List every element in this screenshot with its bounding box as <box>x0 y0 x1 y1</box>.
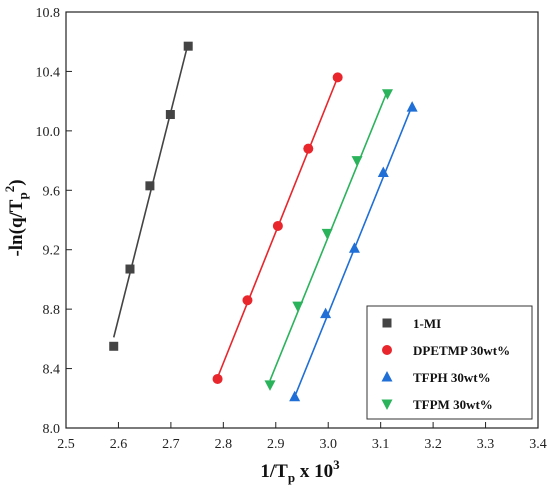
data-point <box>332 72 343 83</box>
x-tick-label: 3.3 <box>477 437 495 452</box>
x-tick-label: 2.7 <box>162 437 180 452</box>
plot-frame <box>65 11 539 429</box>
y-tick-label: 10.8 <box>36 6 61 21</box>
data-point <box>303 143 314 154</box>
x-axis-title: 1/Tp x 103 <box>260 457 340 485</box>
y-tick-label: 9.6 <box>43 184 61 199</box>
plot-area <box>65 11 539 429</box>
x-tick-label: 2.6 <box>110 437 128 452</box>
legend-marker <box>382 318 392 328</box>
legend-marker <box>381 371 393 382</box>
data-point <box>292 301 304 313</box>
data-point <box>125 264 135 274</box>
data-point <box>145 181 155 191</box>
data-point <box>109 341 119 351</box>
x-tick-label: 2.5 <box>57 437 75 452</box>
series-2 <box>289 101 418 402</box>
legend: 1-MI DPETMP 30wt% TFPH 30wt% TFPM 30wt% <box>366 305 533 420</box>
data-point <box>165 110 175 120</box>
series-3 <box>264 89 393 391</box>
data-point <box>320 307 332 319</box>
legend-label: TFPM 30wt% <box>413 397 493 412</box>
data-point <box>272 220 283 231</box>
data-point <box>212 373 223 384</box>
legend-label: DPETMP 30wt% <box>413 343 510 358</box>
x-tick-label: 3.2 <box>424 437 442 452</box>
legend-marker <box>382 345 392 355</box>
legend-label: 1-MI <box>413 316 441 331</box>
data-point <box>406 101 418 112</box>
series-1 <box>212 72 343 384</box>
x-axis-ticks: 2.5 2.6 2.7 2.8 2.9 3.0 3.1 3.2 3.3 3.4 <box>57 422 547 452</box>
data-point <box>381 89 393 100</box>
legend-box <box>366 305 533 420</box>
data-point <box>264 380 276 391</box>
series-0 <box>109 41 193 351</box>
data-point <box>321 228 333 240</box>
y-tick-label: 10.4 <box>36 65 61 80</box>
series-group <box>109 41 418 402</box>
y-axis-title: -ln(q/Tp2) <box>2 179 30 256</box>
y-tick-label: 8.0 <box>43 422 61 437</box>
y-tick-label: 8.8 <box>43 303 61 318</box>
data-point <box>289 390 301 402</box>
data-point <box>242 295 253 306</box>
x-tick-label: 3.0 <box>319 437 337 452</box>
x-tick-label: 3.1 <box>372 437 390 452</box>
x-tick-label: 2.9 <box>267 437 285 452</box>
data-point <box>348 242 360 253</box>
legend-marker <box>381 399 393 410</box>
y-tick-label: 9.2 <box>43 244 61 259</box>
y-axis-ticks: 8.0 8.4 8.8 9.2 9.6 10.0 10.4 10.8 <box>36 6 72 437</box>
legend-label: TFPH 30wt% <box>413 370 491 385</box>
x-tick-label: 2.8 <box>215 437 233 452</box>
y-tick-label: 10.0 <box>36 125 61 140</box>
y-tick-label: 8.4 <box>43 363 61 378</box>
data-point <box>183 41 193 51</box>
data-point <box>351 156 363 167</box>
x-tick-label: 3.4 <box>529 437 547 452</box>
data-point <box>377 166 389 177</box>
